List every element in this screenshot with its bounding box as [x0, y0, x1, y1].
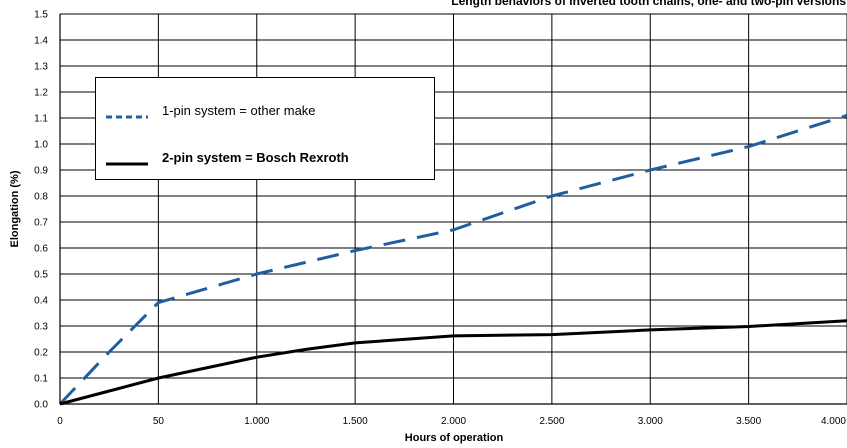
y-tick-label: 0.3	[34, 322, 48, 333]
series-lines	[58, 113, 847, 406]
y-tick-label: 1.3	[34, 62, 48, 73]
y-tick-labels: 0.0 0.1 0.2 0.3 0.4 0.5 0.6 0.7 0.8 0.9 1.0 1.1 1.2 1…	[34, 10, 48, 411]
x-tick-label: 3.500	[736, 416, 761, 427]
y-tick-label: 1.1	[34, 114, 48, 125]
series-line-2pin	[59, 319, 847, 406]
legend-label-1pin: 1-pin system = other make	[162, 102, 316, 118]
grid	[59, 13, 847, 405]
y-tick-label: 0.1	[34, 374, 48, 385]
y-tick-label: 0.5	[34, 270, 48, 281]
x-tick-label: 3.000	[638, 416, 663, 427]
x-tick-label: 0	[57, 416, 63, 427]
x-tick-label: 4.000	[821, 416, 846, 427]
chart-title: Length behaviors of inverted tooth chain…	[451, 0, 846, 8]
x-tick-label: 1.500	[343, 416, 368, 427]
legend-entry-1pin: 1-pin system = other make	[106, 100, 316, 120]
x-tick-label: 50	[153, 416, 165, 427]
y-tick-label: 0.2	[34, 348, 48, 359]
axes	[59, 14, 847, 405]
legend-entry-2pin: 2-pin system = Bosch Rexroth	[106, 147, 349, 167]
y-tick-label: 0.0	[34, 400, 48, 411]
legend-label-2pin: 2-pin system = Bosch Rexroth	[162, 149, 349, 165]
series-line-1pin	[58, 113, 847, 406]
y-tick-label: 1.2	[34, 88, 48, 99]
y-tick-label: 0.6	[34, 244, 48, 255]
x-tick-label: 2.500	[539, 416, 564, 427]
y-tick-label: 1.4	[34, 36, 48, 47]
legend-swatch-dashed-blue	[106, 107, 148, 119]
x-tick-labels: 0 50 1.000 1.500 2.000 2.500 3.000 3.500 4.000	[57, 416, 846, 427]
x-tick-label: 1.000	[244, 416, 269, 427]
legend: 1-pin system = other make 2-pin system =…	[95, 77, 435, 180]
y-axis-title: Elongation (%)	[9, 170, 21, 247]
y-tick-label: 1.5	[34, 10, 48, 21]
y-tick-label: 0.4	[34, 296, 48, 307]
legend-swatch-solid-black	[106, 154, 148, 166]
x-axis-title: Hours of operation	[405, 432, 504, 444]
y-tick-label: 0.8	[34, 192, 48, 203]
y-tick-label: 0.9	[34, 166, 48, 177]
y-tick-label: 1.0	[34, 140, 48, 151]
x-tick-label: 2.000	[441, 416, 466, 427]
y-tick-label: 0.7	[34, 218, 48, 229]
